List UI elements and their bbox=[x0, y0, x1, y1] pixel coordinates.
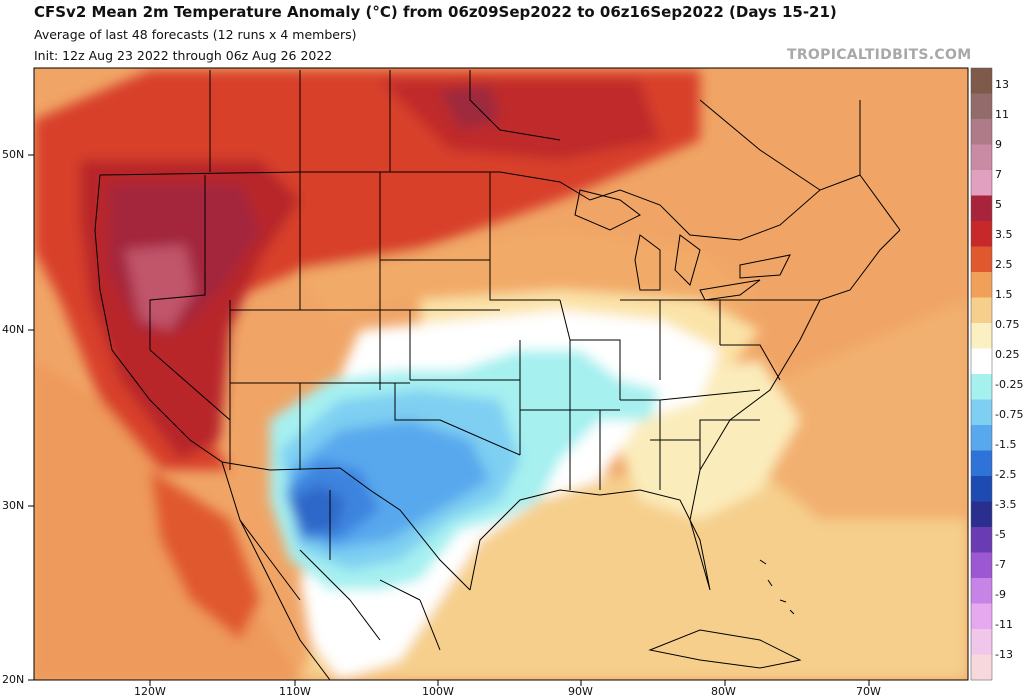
lon-label: 70W bbox=[856, 685, 881, 698]
colorbar-swatch bbox=[971, 195, 992, 222]
colorbar-swatch bbox=[971, 272, 992, 298]
gulf-coast bbox=[469, 469, 711, 591]
subtitle-forecast-average: Average of last 48 forecasts (12 runs x … bbox=[34, 27, 357, 42]
colorbar bbox=[970, 67, 993, 681]
political-borders bbox=[94, 70, 901, 680]
us-canada-border bbox=[99, 171, 861, 241]
map-area bbox=[34, 68, 968, 680]
west-coast bbox=[94, 174, 331, 680]
lat-label: 30N bbox=[2, 499, 25, 512]
colorbar-tick-label: 11 bbox=[995, 108, 1009, 121]
colorbar-tick-label: -2.5 bbox=[995, 468, 1017, 481]
colorbar-swatch bbox=[971, 501, 992, 528]
colorbar-tick-label: -3.5 bbox=[995, 498, 1017, 511]
anomaly-fields bbox=[34, 70, 968, 680]
colorbar-swatch bbox=[971, 578, 992, 604]
colorbar-swatch bbox=[971, 374, 992, 400]
colorbar-tick-label: 9 bbox=[995, 138, 1002, 151]
cuba-outline bbox=[648, 629, 802, 669]
lon-label: 100W bbox=[422, 685, 454, 698]
map-frame bbox=[33, 67, 969, 681]
colorbar-tick-label: 0.25 bbox=[995, 348, 1020, 361]
colorbar-swatch bbox=[971, 323, 992, 349]
mid-atlantic-field bbox=[760, 300, 968, 520]
colorbar-tick-label: -11 bbox=[995, 618, 1013, 631]
colorbar-swatch bbox=[971, 629, 992, 655]
colorbar-swatch bbox=[971, 425, 992, 451]
colorbar-tick-label: -13 bbox=[995, 648, 1013, 661]
colorbar-swatch bbox=[971, 119, 992, 145]
colorbar-tick-label: -0.75 bbox=[995, 408, 1024, 421]
subtitle-init-range: Init: 12z Aug 23 2022 through 06z Aug 26… bbox=[34, 48, 333, 63]
colorbar-swatch bbox=[971, 527, 992, 553]
colorbar-swatch bbox=[971, 552, 992, 579]
colorbar-tick-label: 7 bbox=[995, 168, 1002, 181]
colorbar-tick-label: -5 bbox=[995, 528, 1006, 541]
colorbar-tick-label: -1.5 bbox=[995, 438, 1017, 451]
colorbar-swatch bbox=[971, 450, 992, 477]
colorbar-tick-label: -9 bbox=[995, 588, 1006, 601]
great-lakes bbox=[574, 189, 791, 301]
colorbar-swatch bbox=[971, 221, 992, 247]
colorbar-swatch bbox=[971, 348, 992, 375]
bahamas-islands bbox=[759, 559, 795, 615]
colorbar-tick-label: 5 bbox=[995, 198, 1002, 211]
colorbar-swatch bbox=[971, 603, 992, 630]
colorbar-tick-label: -7 bbox=[995, 558, 1006, 571]
great-basin-pink bbox=[125, 245, 195, 330]
colorbar-frame bbox=[970, 67, 993, 681]
baja-red-field bbox=[150, 470, 260, 640]
mexico-states bbox=[239, 490, 441, 651]
lon-label: 80W bbox=[711, 685, 736, 698]
colorbar-swatch bbox=[971, 93, 992, 120]
canada-maroon-spot bbox=[440, 85, 500, 130]
colorbar-swatch bbox=[971, 170, 992, 196]
lon-label: 110W bbox=[279, 685, 311, 698]
us-mexico-border bbox=[221, 461, 471, 591]
colorbar-tick-label: 1.5 bbox=[995, 288, 1013, 301]
new-mexico-dark-blue bbox=[290, 485, 345, 532]
colorbar-swatch bbox=[971, 399, 992, 426]
axis-ticks bbox=[28, 154, 870, 686]
colorbar-tick-label: -0.25 bbox=[995, 378, 1024, 391]
lat-label: 50N bbox=[2, 148, 25, 161]
lon-label: 120W bbox=[134, 685, 166, 698]
eastern-state-lines bbox=[620, 299, 820, 470]
lat-label: 20N bbox=[2, 673, 25, 686]
lat-label: 40N bbox=[2, 323, 25, 336]
east-coast bbox=[699, 229, 901, 471]
colorbar-swatch bbox=[971, 654, 992, 681]
colorbar-tick-label: 13 bbox=[995, 78, 1009, 91]
colorbar-swatch bbox=[971, 144, 992, 171]
western-state-lines bbox=[149, 172, 411, 470]
colorbar-swatch bbox=[971, 68, 992, 94]
source-watermark: TROPICALTIDBITS.COM bbox=[787, 47, 972, 63]
page-title: CFSv2 Mean 2m Temperature Anomaly (°C) f… bbox=[34, 3, 837, 21]
canada-provinces bbox=[209, 70, 901, 231]
colorbar-swatch bbox=[971, 297, 992, 324]
colorbar-tick-label: 2.5 bbox=[995, 258, 1013, 271]
colorbar-tick-label: 0.75 bbox=[995, 318, 1020, 331]
colorbar-swatch bbox=[971, 246, 992, 273]
colorbar-swatch bbox=[971, 476, 992, 502]
lon-label: 90W bbox=[568, 685, 593, 698]
colorbar-tick-label: 3.5 bbox=[995, 228, 1013, 241]
